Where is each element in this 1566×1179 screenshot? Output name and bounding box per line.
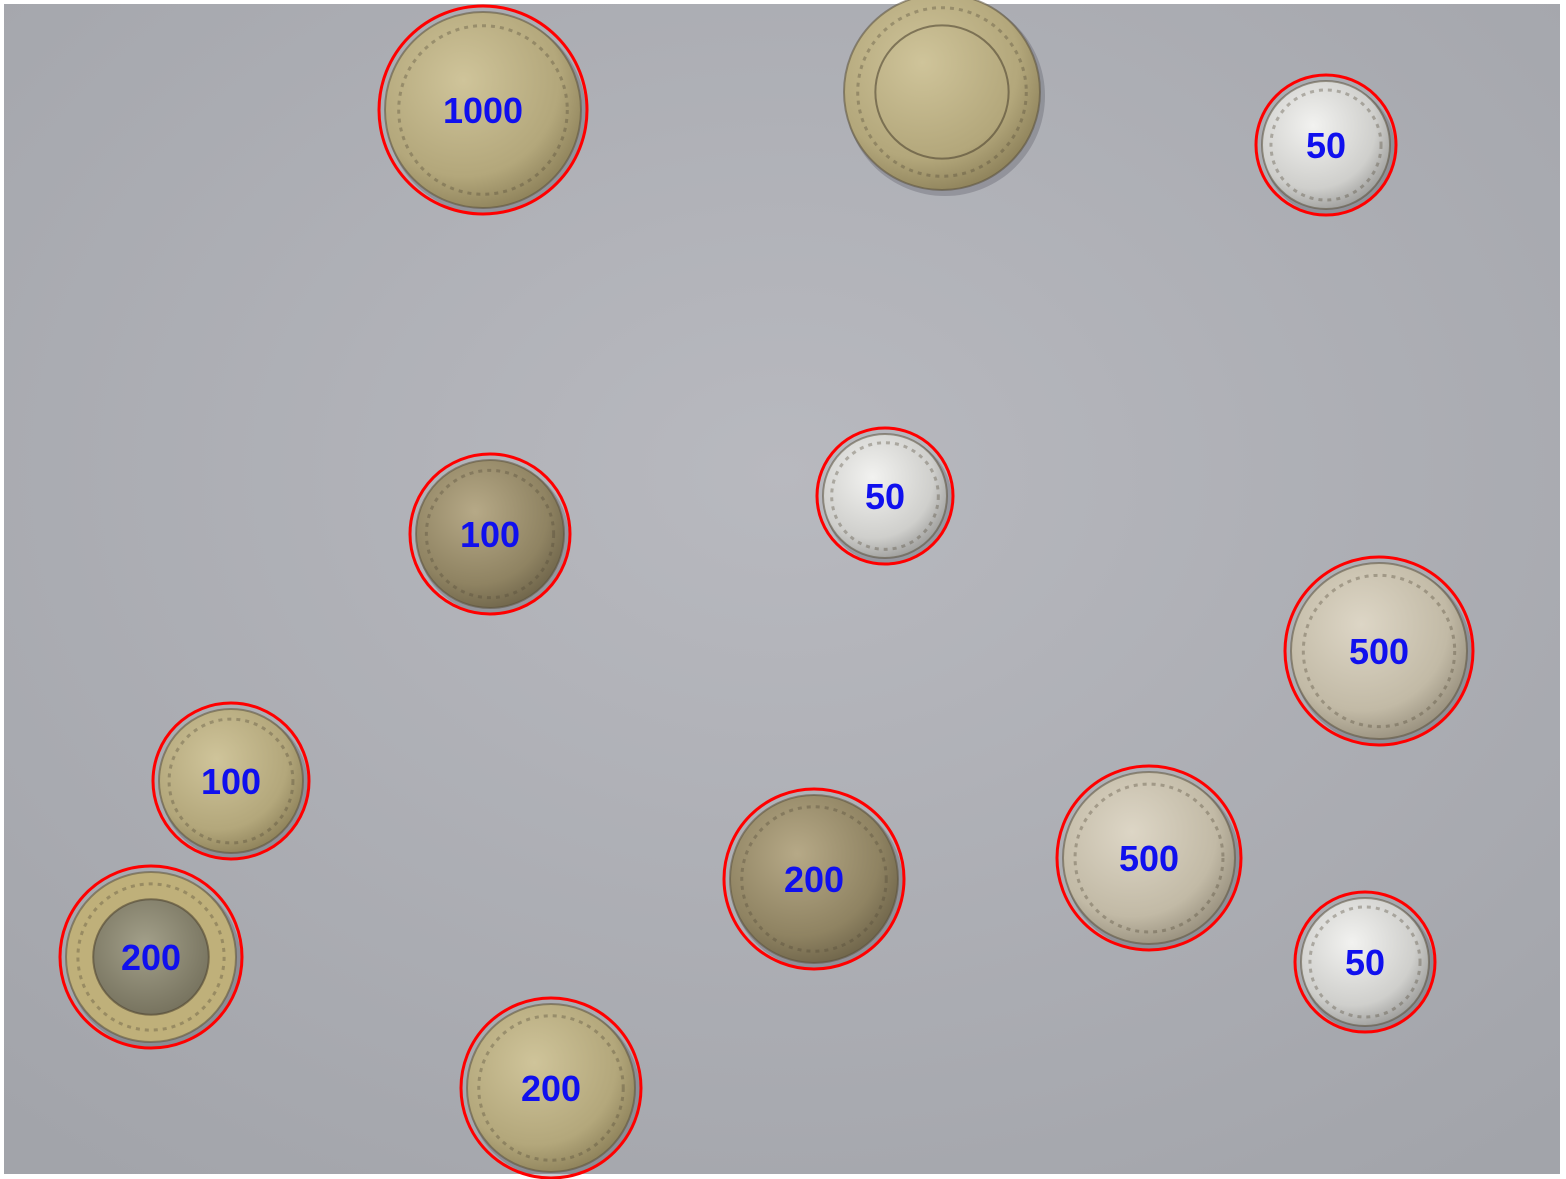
coin-engraving bbox=[76, 882, 226, 1032]
coin-body bbox=[466, 1003, 636, 1173]
coins-layer: 1000 50 100 50 500 100 200 500 50 200 200 bbox=[58, 0, 1475, 1179]
coin-body bbox=[1300, 897, 1430, 1027]
coin-engraving bbox=[1073, 782, 1225, 934]
coin-body bbox=[158, 708, 304, 854]
coin-value-label: 200 bbox=[121, 937, 181, 978]
coin-value-label: 500 bbox=[1119, 838, 1179, 879]
coin-body bbox=[1290, 562, 1468, 740]
coin-body bbox=[729, 794, 899, 964]
coin-body bbox=[1062, 771, 1236, 945]
coin: 1000 bbox=[377, 4, 589, 216]
coin-body bbox=[384, 11, 582, 209]
coin-value-label: 50 bbox=[865, 476, 905, 517]
coin-body bbox=[822, 433, 948, 559]
detection-circle bbox=[1283, 555, 1475, 747]
detection-circle bbox=[151, 701, 311, 861]
detection-circle bbox=[815, 426, 955, 566]
coin: 200 bbox=[459, 996, 643, 1179]
coin-body bbox=[415, 459, 565, 609]
coin bbox=[843, 0, 1045, 196]
coin-engraving bbox=[1269, 88, 1383, 202]
coin-engraving bbox=[830, 441, 940, 551]
detection-circle bbox=[1055, 764, 1243, 952]
coin-engraving bbox=[1301, 573, 1457, 729]
detection-circle bbox=[377, 4, 589, 216]
coin-value-label: 200 bbox=[521, 1068, 581, 1109]
coin-inner-disk bbox=[874, 24, 1010, 160]
coin-value-label: 50 bbox=[1345, 942, 1385, 983]
coin: 100 bbox=[408, 452, 572, 616]
detection-circle bbox=[1254, 73, 1398, 217]
coin-value-label: 50 bbox=[1306, 125, 1346, 166]
coin: 50 bbox=[1293, 890, 1437, 1034]
coin-engraving bbox=[1308, 905, 1422, 1019]
coin-value-label: 200 bbox=[784, 859, 844, 900]
coin-value-label: 100 bbox=[460, 514, 520, 555]
coin-body bbox=[843, 0, 1041, 191]
coin: 50 bbox=[1254, 73, 1398, 217]
coin: 500 bbox=[1055, 764, 1243, 952]
coin-inner-disk bbox=[92, 898, 210, 1016]
coin-engraving bbox=[424, 468, 556, 600]
coin: 200 bbox=[58, 864, 244, 1050]
coin-engraving bbox=[740, 805, 888, 953]
coin-value-label: 100 bbox=[201, 761, 261, 802]
detection-circle bbox=[722, 787, 906, 971]
coin: 100 bbox=[151, 701, 311, 861]
coin-body bbox=[1261, 80, 1391, 210]
coin: 50 bbox=[815, 426, 955, 566]
detection-circle bbox=[58, 864, 244, 1050]
detection-circle bbox=[459, 996, 643, 1179]
detection-circle bbox=[1293, 890, 1437, 1034]
coin-engraving bbox=[477, 1014, 625, 1162]
coin-value-label: 500 bbox=[1349, 631, 1409, 672]
coin-engraving bbox=[397, 24, 569, 196]
coin-engraving bbox=[856, 6, 1028, 178]
coin: 200 bbox=[722, 787, 906, 971]
coin: 500 bbox=[1283, 555, 1475, 747]
coin-engraving bbox=[167, 717, 295, 845]
coin-value-label: 1000 bbox=[443, 90, 523, 131]
detection-circle bbox=[408, 452, 572, 616]
